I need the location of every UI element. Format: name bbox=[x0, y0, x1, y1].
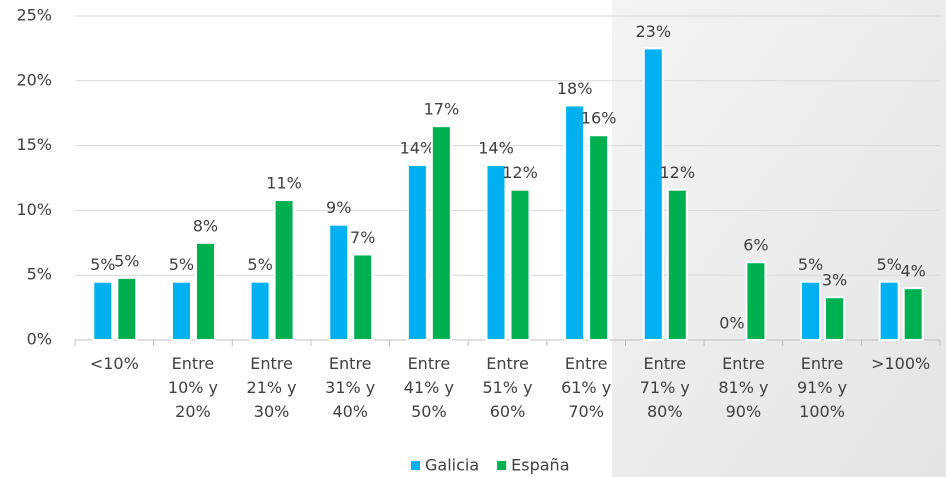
legend-swatch bbox=[497, 461, 506, 470]
bar bbox=[408, 165, 427, 340]
bar bbox=[117, 278, 136, 340]
data-label: 12% bbox=[659, 163, 695, 182]
y-tick-label: 10% bbox=[16, 200, 52, 219]
bar bbox=[825, 297, 844, 340]
legend-swatch bbox=[411, 461, 420, 470]
bar bbox=[196, 243, 215, 340]
legend-label: Galicia bbox=[425, 456, 479, 475]
x-tick-label: Entre 10% y 20% bbox=[157, 352, 229, 424]
x-tick-label: Entre 21% y 30% bbox=[236, 352, 308, 424]
bar bbox=[668, 190, 687, 340]
legend-label: España bbox=[511, 456, 569, 475]
data-label: 5% bbox=[876, 255, 901, 274]
bar bbox=[801, 282, 820, 340]
bar bbox=[565, 105, 584, 340]
data-label: 14% bbox=[478, 139, 514, 158]
x-tick-label: Entre 61% y 70% bbox=[550, 352, 622, 424]
bar bbox=[329, 225, 348, 340]
x-tick-label: <10% bbox=[78, 352, 150, 376]
bar bbox=[251, 282, 270, 340]
data-label: 8% bbox=[193, 216, 218, 235]
data-label: 7% bbox=[350, 228, 375, 247]
data-label: 3% bbox=[822, 271, 847, 290]
data-label: 14% bbox=[400, 139, 436, 158]
data-label: 23% bbox=[635, 22, 671, 41]
bar bbox=[432, 126, 451, 340]
bar bbox=[353, 254, 372, 340]
data-label: 5% bbox=[798, 255, 823, 274]
data-label: 5% bbox=[90, 255, 115, 274]
data-label: 0% bbox=[719, 314, 744, 333]
data-label: 9% bbox=[326, 198, 351, 217]
bar bbox=[589, 135, 608, 340]
bar bbox=[644, 48, 663, 340]
bar bbox=[511, 190, 530, 340]
x-tick-label: Entre 71% y 80% bbox=[629, 352, 701, 424]
data-label: 5% bbox=[114, 251, 139, 270]
data-label: 12% bbox=[502, 163, 538, 182]
data-label: 16% bbox=[581, 109, 617, 128]
chart-page: 0%5%10%15%20%25%5%5%5%8%5%11%9%7%14%17%1… bbox=[0, 0, 946, 477]
x-tick-label: >100% bbox=[865, 352, 937, 376]
data-label: 4% bbox=[900, 262, 925, 281]
data-label: 5% bbox=[169, 255, 194, 274]
x-tick-label: Entre 31% y 40% bbox=[314, 352, 386, 424]
data-label: 5% bbox=[247, 255, 272, 274]
x-tick-label: Entre 41% y 50% bbox=[393, 352, 465, 424]
bar bbox=[275, 200, 294, 340]
x-tick-label: Entre 91% y 100% bbox=[786, 352, 858, 424]
bar bbox=[172, 282, 191, 340]
y-tick-label: 20% bbox=[16, 70, 52, 89]
bar bbox=[880, 282, 899, 340]
bar bbox=[93, 282, 112, 340]
data-label: 11% bbox=[266, 174, 302, 193]
data-label: 18% bbox=[557, 79, 593, 98]
y-tick-label: 25% bbox=[16, 6, 52, 25]
data-label: 17% bbox=[424, 100, 460, 119]
y-tick-label: 0% bbox=[27, 330, 52, 349]
y-tick-label: 5% bbox=[27, 265, 52, 284]
x-tick-label: Entre 81% y 90% bbox=[707, 352, 779, 424]
bar bbox=[487, 165, 506, 340]
bar bbox=[746, 262, 765, 340]
x-tick-label: Entre 51% y 60% bbox=[472, 352, 544, 424]
y-tick-label: 15% bbox=[16, 135, 52, 154]
data-label: 6% bbox=[743, 236, 768, 255]
bar bbox=[904, 288, 923, 340]
